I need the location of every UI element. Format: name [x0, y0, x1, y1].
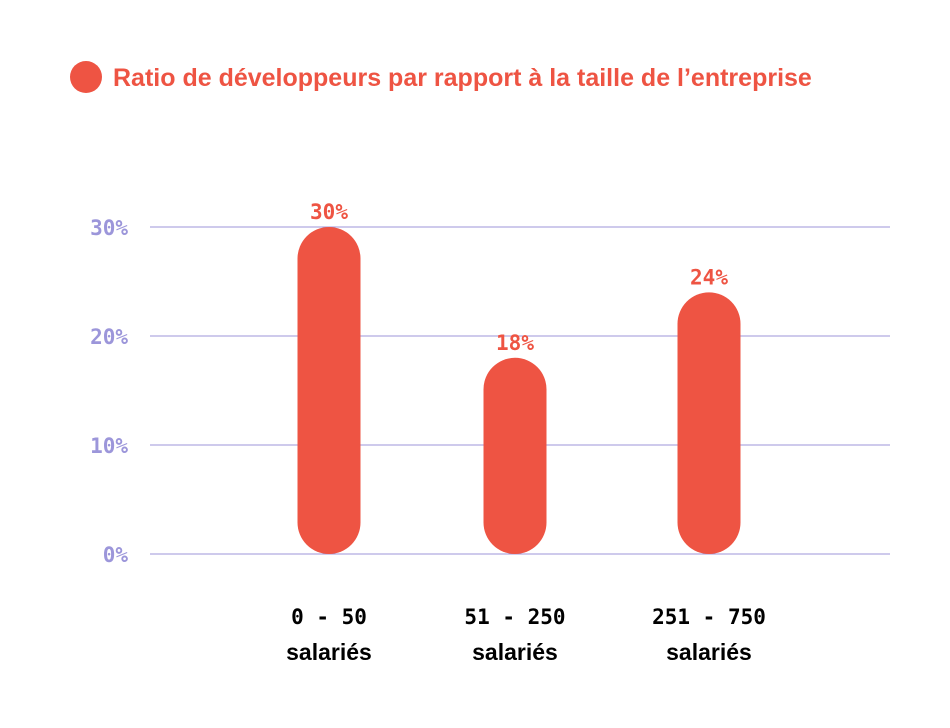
category-label: salariés [286, 639, 372, 665]
bars [297, 227, 741, 554]
y-tick-label: 30% [90, 216, 128, 240]
bar-value-label: 24% [690, 265, 728, 289]
value-labels: 30% 18% 24% [310, 200, 728, 355]
bar [677, 292, 741, 554]
chart-title: Ratio de développeurs par rapport à la t… [113, 64, 812, 92]
y-tick-label: 0% [103, 543, 129, 567]
bar [483, 357, 547, 554]
legend-marker [70, 61, 102, 93]
category-label: salariés [472, 639, 558, 665]
x-axis-labels: 0 - 50 salariés 51 - 250 salariés 251 - 750 s… [286, 605, 766, 665]
category-label: salariés [666, 639, 752, 665]
category-label: 251 - 750 [652, 605, 766, 629]
bar-value-label: 18% [496, 331, 534, 355]
bar [297, 227, 361, 554]
gridlines [150, 226, 890, 555]
category-label: 51 - 250 [464, 605, 565, 629]
legend: Ratio de développeurs par rapport à la t… [70, 61, 812, 93]
y-tick-label: 10% [90, 434, 128, 458]
bar-value-label: 30% [310, 200, 348, 224]
category-label: 0 - 50 [291, 605, 367, 629]
y-tick-label: 20% [90, 325, 128, 349]
y-axis-ticks: 0% 10% 20% 30% [90, 216, 128, 567]
